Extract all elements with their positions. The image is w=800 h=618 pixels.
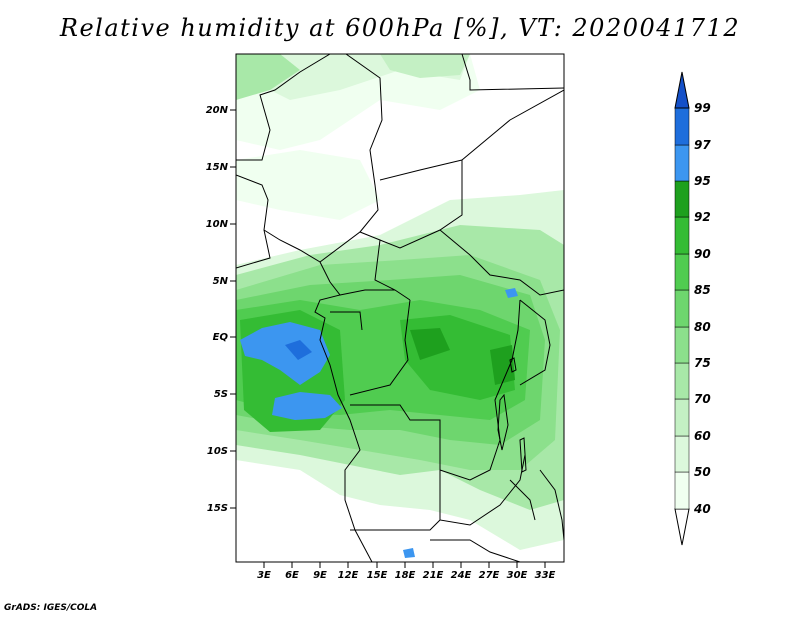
colorbar-label: 97 <box>694 138 711 152</box>
humidity-field <box>236 54 564 562</box>
colorbar-label: 70 <box>694 392 711 406</box>
colorbar-label: 85 <box>694 283 711 297</box>
lon-tick-label: 9E <box>313 570 327 581</box>
lon-tick-label: 6E <box>285 570 299 581</box>
colorbar-top-arrow <box>674 71 690 109</box>
lon-tick-label: 3E <box>257 570 271 581</box>
colorbar-label: 95 <box>694 174 711 188</box>
colorbar-label: 40 <box>693 502 711 516</box>
colorbar-segment <box>674 398 690 437</box>
lat-tick-label: 15S <box>207 503 228 514</box>
lon-tick-label: 15E <box>367 570 388 581</box>
lon-tick-label: 12E <box>338 570 359 581</box>
colorbar-segment <box>674 435 690 473</box>
colorbar-label: 92 <box>694 210 711 224</box>
lon-tick-label: 30E <box>507 570 528 581</box>
lon-tick-label: 24E <box>451 570 472 581</box>
lat-tick-label: 15N <box>206 162 229 173</box>
colorbar-label: 60 <box>694 429 711 443</box>
lat-tick-label: 10S <box>207 446 228 457</box>
lakes <box>497 357 527 473</box>
colorbar-segment <box>674 289 690 328</box>
colorbar-segment <box>674 216 690 255</box>
country-borders <box>236 54 564 562</box>
lat-tick-label: 5S <box>214 389 228 400</box>
colorbar-label: 99 <box>694 101 711 115</box>
colorbar-label: 75 <box>694 356 711 370</box>
colorbar-segment <box>674 144 690 182</box>
colorbar-segment <box>674 253 690 291</box>
lat-tick-label: 10N <box>206 219 229 230</box>
lat-tick-label: 5N <box>213 276 229 287</box>
lat-axis: 20N 15N 10N 5N EQ 5S 10S 15S <box>206 105 236 514</box>
colorbar-bottom-arrow <box>674 508 690 546</box>
colorbar-segment <box>674 326 690 364</box>
software-credit: GrADS: IGES/COLA <box>4 603 98 613</box>
colorbar-segment <box>674 180 690 218</box>
colorbar-label: 50 <box>694 465 711 479</box>
lon-tick-label: 27E <box>479 570 500 581</box>
lat-tick-label: 20N <box>206 105 229 116</box>
colorbar-segment <box>674 107 690 146</box>
lon-tick-label: 18E <box>395 570 416 581</box>
colorbar-label: 90 <box>694 247 711 261</box>
lon-tick-label: 21E <box>423 570 444 581</box>
map-title: Relative humidity at 600hPa [%], VT: 202… <box>59 14 741 42</box>
colorbar: 40 50 60 70 75 80 85 90 92 95 97 99 <box>674 71 711 546</box>
colorbar-label: 80 <box>694 320 711 334</box>
colorbar-segment <box>674 471 690 510</box>
lon-tick-label: 33E <box>535 570 556 581</box>
map-frame <box>235 53 565 563</box>
lon-axis: 3E 6E 9E 12E 15E 18E 21E 24E 27E 30E 33E <box>257 562 556 581</box>
lat-tick-label: EQ <box>213 332 229 343</box>
colorbar-segment <box>674 362 690 400</box>
